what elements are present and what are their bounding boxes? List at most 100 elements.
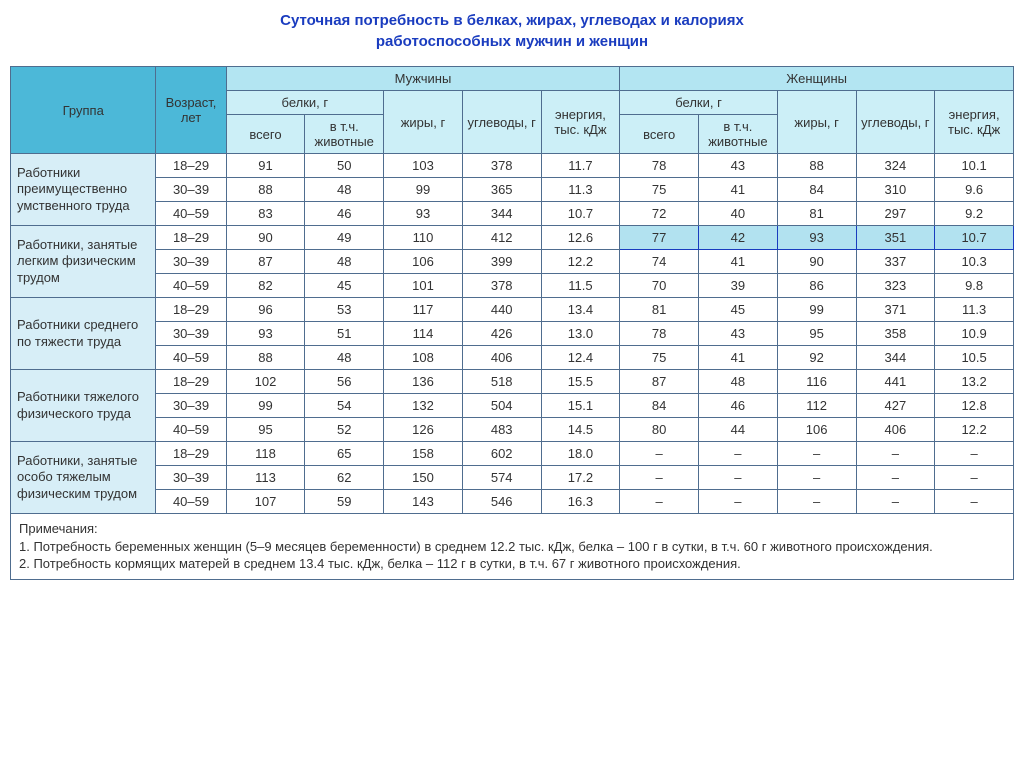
value-cell: 11.7 [541,154,620,178]
value-cell: 62 [305,466,384,490]
value-cell: 574 [462,466,541,490]
value-cell: 11.3 [935,298,1014,322]
col-carbs-m: углеводы, г [462,91,541,154]
value-cell: 99 [384,178,463,202]
value-cell: – [620,466,699,490]
value-cell: 87 [620,370,699,394]
table-row: 40–591075914354616.3––––– [11,490,1014,514]
value-cell: 378 [462,274,541,298]
value-cell: 46 [305,202,384,226]
value-cell: – [856,490,935,514]
table-row: 40–5983469334410.77240812979.2 [11,202,1014,226]
age-cell: 40–59 [156,418,226,442]
value-cell: 51 [305,322,384,346]
value-cell: 72 [620,202,699,226]
value-cell: 86 [777,274,856,298]
value-cell: 74 [620,250,699,274]
age-cell: 18–29 [156,442,226,466]
value-cell: 136 [384,370,463,394]
value-cell: 45 [699,298,778,322]
age-cell: 30–39 [156,250,226,274]
value-cell: – [699,466,778,490]
col-total-w: всего [620,115,699,154]
value-cell: 371 [856,298,935,322]
value-cell: 48 [699,370,778,394]
value-cell: 412 [462,226,541,250]
value-cell: 158 [384,442,463,466]
value-cell: 84 [620,394,699,418]
value-cell: 99 [226,394,305,418]
value-cell: 39 [699,274,778,298]
value-cell: 518 [462,370,541,394]
value-cell: – [856,466,935,490]
group-cell: Работники преимущественно умственного тр… [11,154,156,226]
value-cell: – [699,490,778,514]
col-animal-m: в т.ч. животные [305,115,384,154]
value-cell: 93 [226,322,305,346]
value-cell: 95 [777,322,856,346]
value-cell: 96 [226,298,305,322]
value-cell: 406 [462,346,541,370]
table-row: Работники преимущественно умственного тр… [11,154,1014,178]
title-line-1: Суточная потребность в белках, жирах, уг… [280,12,744,29]
value-cell: 12.2 [935,418,1014,442]
value-cell: 13.4 [541,298,620,322]
value-cell: 114 [384,322,463,346]
value-cell: 9.6 [935,178,1014,202]
value-cell: 90 [226,226,305,250]
value-cell: – [777,466,856,490]
value-cell: 116 [777,370,856,394]
value-cell: 88 [226,346,305,370]
table-body: Работники преимущественно умственного тр… [11,154,1014,514]
value-cell: 11.5 [541,274,620,298]
value-cell: – [935,466,1014,490]
age-cell: 40–59 [156,490,226,514]
value-cell: 49 [305,226,384,250]
col-energy-w: энергия, тыс. кДж [935,91,1014,154]
table-header: Группа Возраст, лет Мужчины Женщины белк… [11,67,1014,154]
value-cell: 106 [384,250,463,274]
value-cell: 150 [384,466,463,490]
value-cell: 80 [620,418,699,442]
col-men: Мужчины [226,67,620,91]
value-cell: 45 [305,274,384,298]
value-cell: 117 [384,298,463,322]
value-cell: 12.4 [541,346,620,370]
table-row: Работники среднего по тяжести труда18–29… [11,298,1014,322]
value-cell: 143 [384,490,463,514]
age-cell: 40–59 [156,274,226,298]
age-cell: 40–59 [156,346,226,370]
value-cell: 77 [620,226,699,250]
age-cell: 30–39 [156,178,226,202]
value-cell: 10.7 [935,226,1014,250]
value-cell: 483 [462,418,541,442]
value-cell: 102 [226,370,305,394]
col-group: Группа [11,67,156,154]
value-cell: – [699,442,778,466]
value-cell: 43 [699,154,778,178]
value-cell: 546 [462,490,541,514]
value-cell: 15.5 [541,370,620,394]
value-cell: 82 [226,274,305,298]
value-cell: 12.8 [935,394,1014,418]
value-cell: 12.6 [541,226,620,250]
col-age: Возраст, лет [156,67,226,154]
value-cell: 41 [699,250,778,274]
value-cell: 118 [226,442,305,466]
col-fats-w: жиры, г [777,91,856,154]
value-cell: 324 [856,154,935,178]
value-cell: – [856,442,935,466]
col-fats-m: жиры, г [384,91,463,154]
age-cell: 18–29 [156,154,226,178]
value-cell: 297 [856,202,935,226]
value-cell: 112 [777,394,856,418]
value-cell: 10.7 [541,202,620,226]
value-cell: 48 [305,346,384,370]
col-animal-w: в т.ч. животные [699,115,778,154]
value-cell: 13.0 [541,322,620,346]
value-cell: 48 [305,250,384,274]
value-cell: – [620,490,699,514]
value-cell: 70 [620,274,699,298]
value-cell: 103 [384,154,463,178]
value-cell: 126 [384,418,463,442]
